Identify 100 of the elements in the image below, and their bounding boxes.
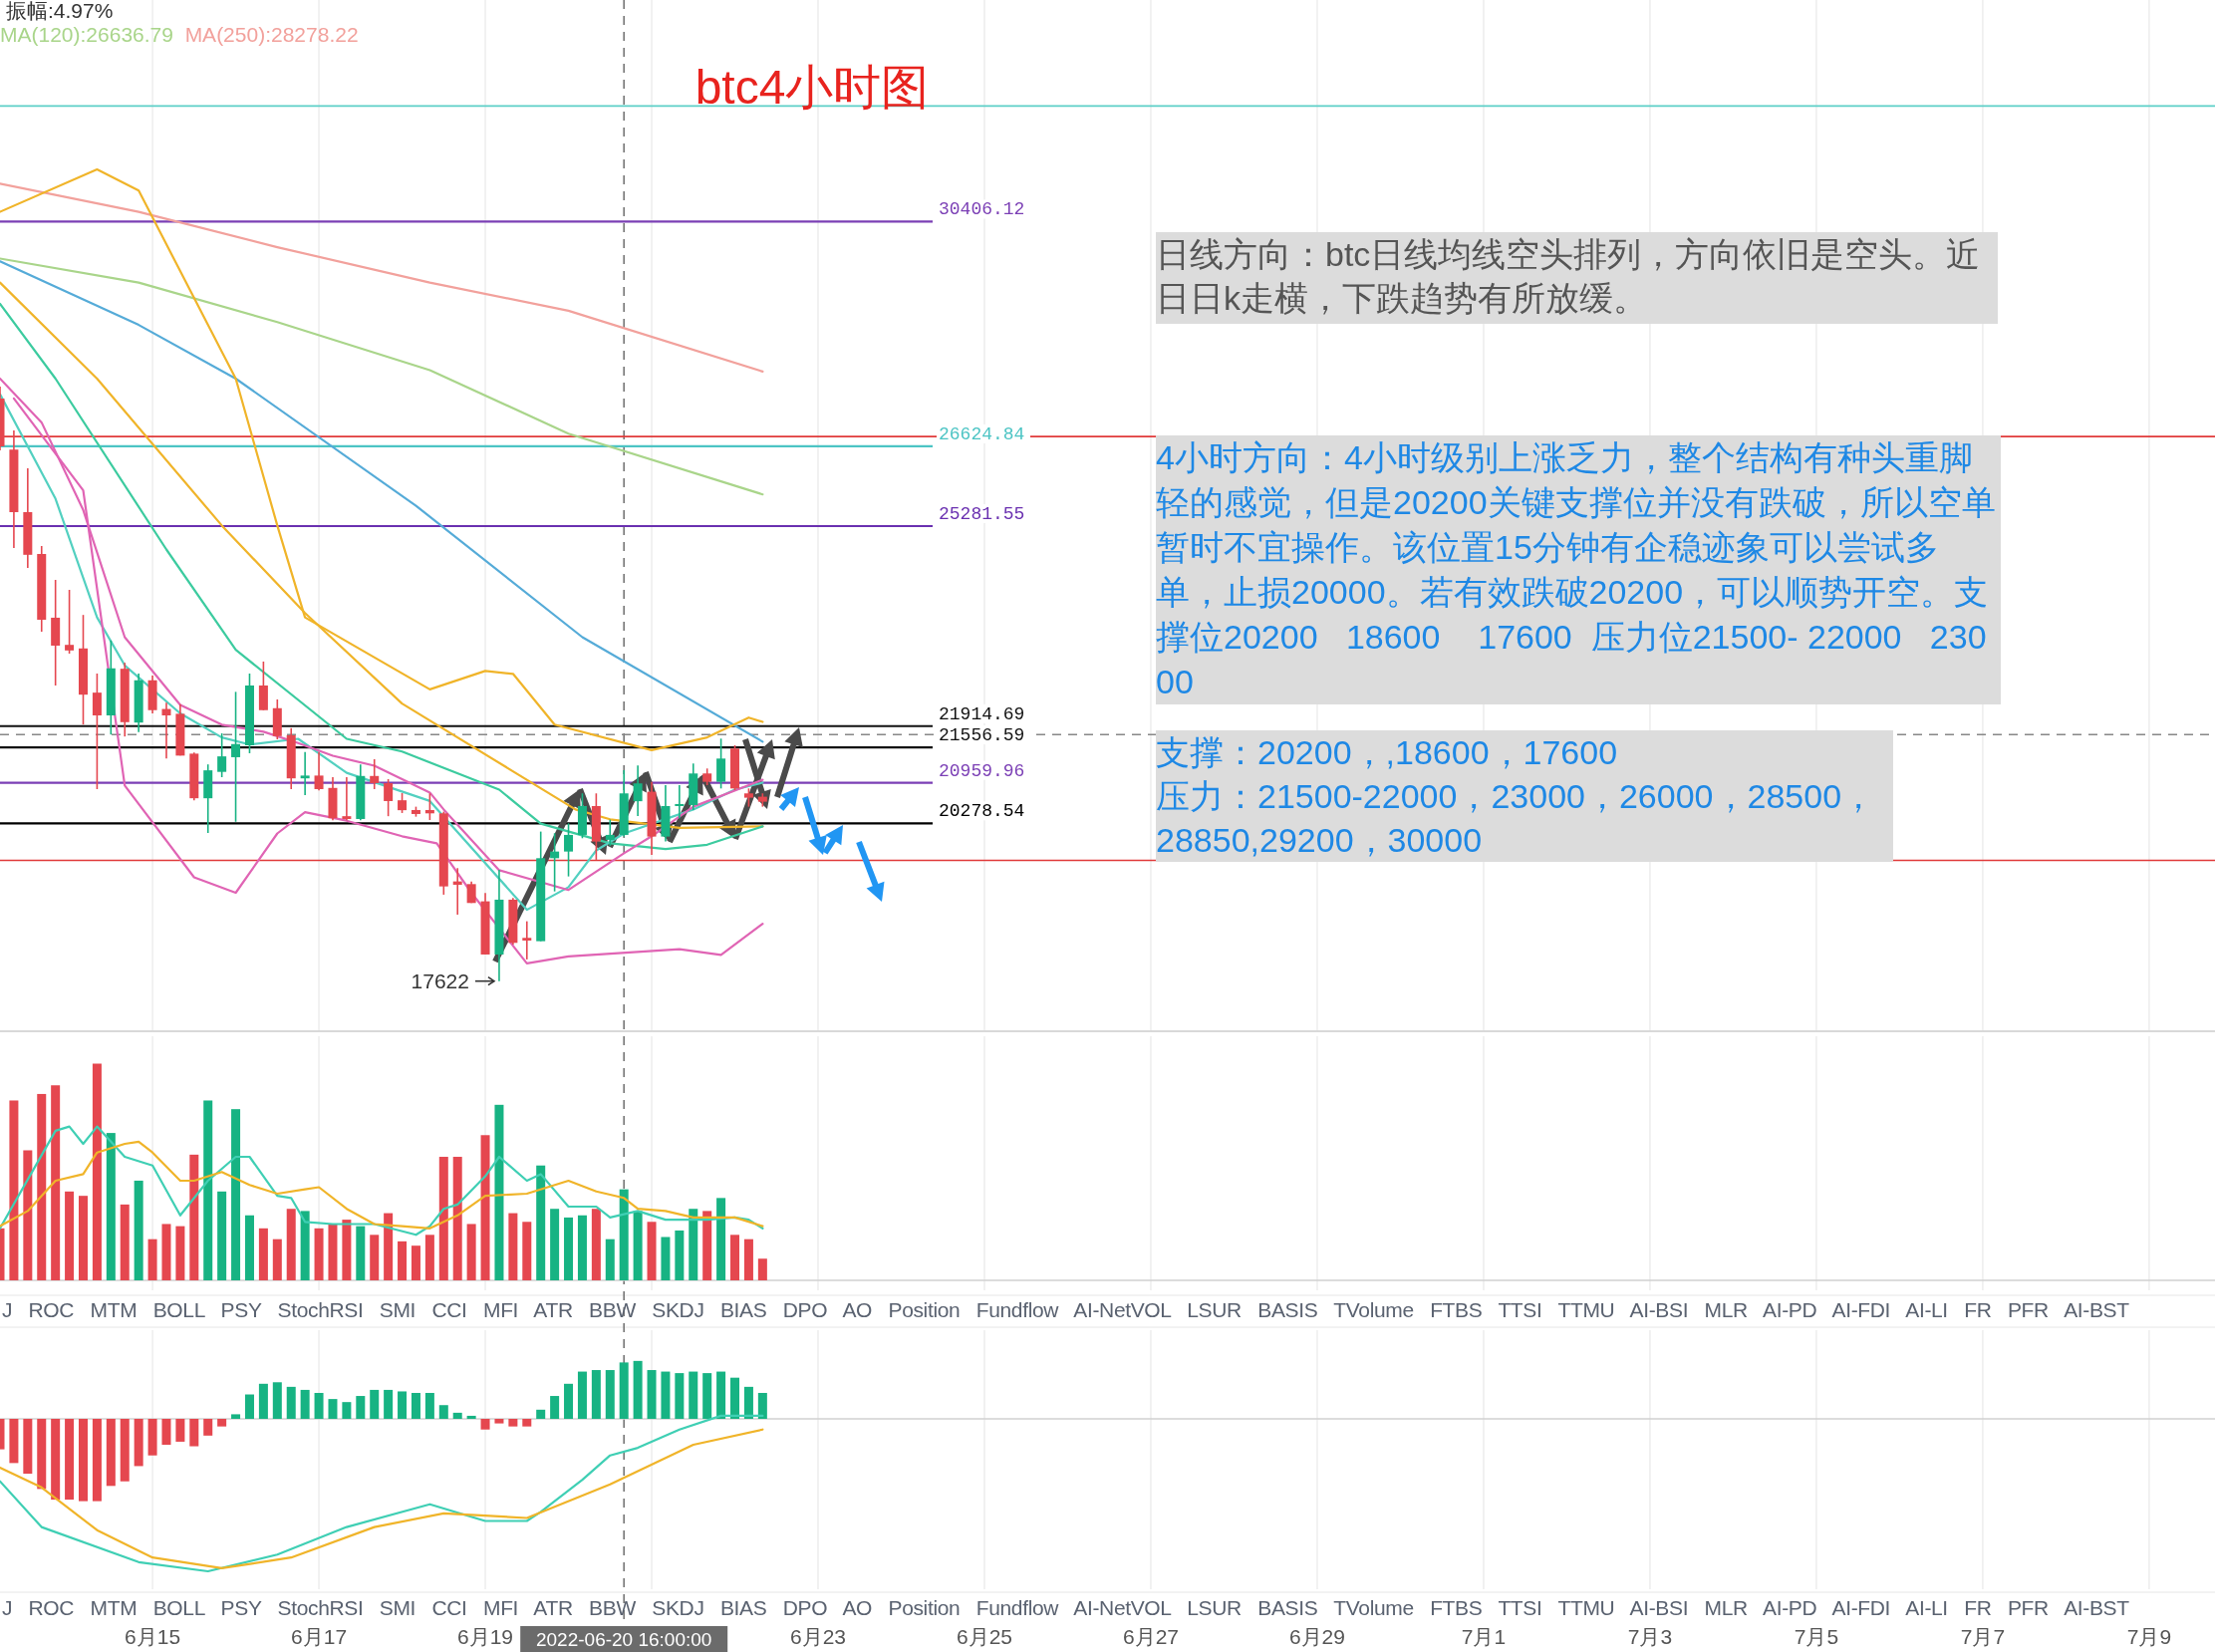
bar [619, 1362, 629, 1419]
bar [9, 1419, 19, 1464]
bar [328, 1224, 338, 1280]
bar [689, 1371, 698, 1419]
bar [342, 1402, 352, 1419]
bar [356, 1396, 366, 1419]
bar [37, 1093, 47, 1280]
bar [536, 1409, 546, 1419]
bar [591, 1209, 601, 1280]
bar [494, 1419, 504, 1424]
bar [23, 1150, 33, 1280]
ref-line-label: 30406.12 [939, 199, 1025, 220]
bar [591, 1370, 601, 1419]
bar [536, 1165, 546, 1280]
annotation: 日线方向：btc日线均线空头排列，方向依旧是空头。近日日k走横，下跌趋势有所放缓。 [1156, 232, 1998, 324]
bar [189, 1419, 199, 1447]
bar [633, 1211, 643, 1280]
ref-line-label: 21914.69 [939, 703, 1025, 724]
bar [161, 1224, 171, 1280]
x-tick-label: 6月23 [789, 1625, 847, 1648]
bar [605, 1239, 615, 1281]
bar [452, 1412, 462, 1419]
bar [147, 1239, 157, 1281]
bar [92, 1063, 102, 1280]
ref-line-label: 25281.55 [939, 503, 1025, 524]
bar [661, 1371, 671, 1419]
bar [120, 1419, 130, 1482]
text: J ROC MTM BOLL PSY StochRSI SMI CCI MFI ATR BBW SKDJ BIAS DPO AO Position Fundflow AI-NetVOL LSUR BASIS TVolume FTBS TTSI TTMU AI-BSI MLR AI-PD AI-FDI AI-LI FR PFR AI-BST [2, 1596, 2130, 1619]
bar [411, 1392, 420, 1419]
x-tick-label: 6月27 [1122, 1625, 1180, 1648]
bar [370, 1235, 380, 1280]
x-tick-label: 6月15 [125, 1625, 181, 1648]
candlestick [370, 758, 380, 790]
text: MA(120):26636.79 [0, 23, 173, 46]
bar [647, 1370, 657, 1419]
bar [689, 1209, 698, 1280]
candlestick [452, 867, 462, 916]
bar [577, 1215, 587, 1280]
bar [743, 1386, 753, 1419]
text: MA(250):28278.22 [184, 23, 359, 46]
bar [438, 1157, 448, 1280]
bar [438, 1405, 448, 1419]
bar [564, 1383, 574, 1419]
bar [716, 1198, 726, 1280]
bar [78, 1419, 88, 1502]
bar [106, 1419, 116, 1487]
bar [716, 1371, 726, 1419]
bar [743, 1239, 753, 1281]
bar [231, 1109, 241, 1281]
bar [342, 1220, 352, 1280]
bar [314, 1392, 324, 1419]
bar [508, 1419, 518, 1427]
bar [51, 1419, 61, 1501]
bar [424, 1235, 434, 1280]
bar [286, 1386, 296, 1419]
bar [92, 1419, 102, 1502]
bar [466, 1224, 476, 1280]
bar [452, 1157, 462, 1280]
bar [65, 1191, 75, 1280]
bar [244, 1215, 254, 1280]
bar [480, 1135, 490, 1280]
bar [577, 1371, 587, 1419]
candlestick [550, 832, 560, 893]
bar [633, 1360, 643, 1419]
bar [244, 1394, 254, 1419]
bar [258, 1228, 268, 1280]
bar [258, 1383, 268, 1419]
ref-line-label: 2022-06-20 16:00:00 [535, 1629, 712, 1650]
candlestick [65, 589, 75, 655]
x-tick-label: 6月17 [291, 1625, 348, 1648]
candlestick [633, 764, 643, 817]
x-tick-label: 6月19 [457, 1625, 514, 1648]
bar [51, 1085, 61, 1280]
bar [106, 1133, 116, 1280]
bar [300, 1211, 310, 1280]
bar [619, 1189, 629, 1280]
candlestick [231, 690, 241, 823]
candlestick [605, 818, 615, 847]
text: btc4小时图 [694, 61, 930, 114]
annotation: 压力：21500-22000，23000，26000，28500，28850,29200，30000 [1156, 776, 1877, 861]
bar [702, 1211, 712, 1280]
bar [702, 1373, 712, 1419]
x-tick-label: 7月5 [1794, 1625, 1839, 1648]
annotation: 17622 [411, 968, 469, 992]
bar [65, 1419, 75, 1501]
annotation: 支撑：20200，,18600，17600 [1156, 733, 1618, 771]
candlestick [161, 701, 171, 760]
bar [203, 1419, 213, 1436]
bar [9, 1100, 19, 1280]
annotation: 4小时方向：4小时级别上涨乏力，整个结构有种头重脚轻的感觉，但是20200关键支撑位并没有跌破，所以空单暂时不宜操作。该位置15分钟有企稳迹象可以尝试多单，止损20000。若有效跌破20200，可以顺势开空。支撑位20200 18600 17600 压力位21500- 22000 23000 [1156, 435, 2001, 704]
bar [384, 1213, 394, 1280]
candlestick [675, 784, 685, 820]
bar [286, 1209, 296, 1280]
bar [647, 1222, 657, 1280]
bar [37, 1419, 47, 1490]
bar [314, 1228, 324, 1280]
bar [757, 1258, 767, 1280]
ref-line-label: 21556.59 [939, 725, 1025, 746]
candlestick [217, 732, 227, 778]
bar [78, 1196, 88, 1281]
